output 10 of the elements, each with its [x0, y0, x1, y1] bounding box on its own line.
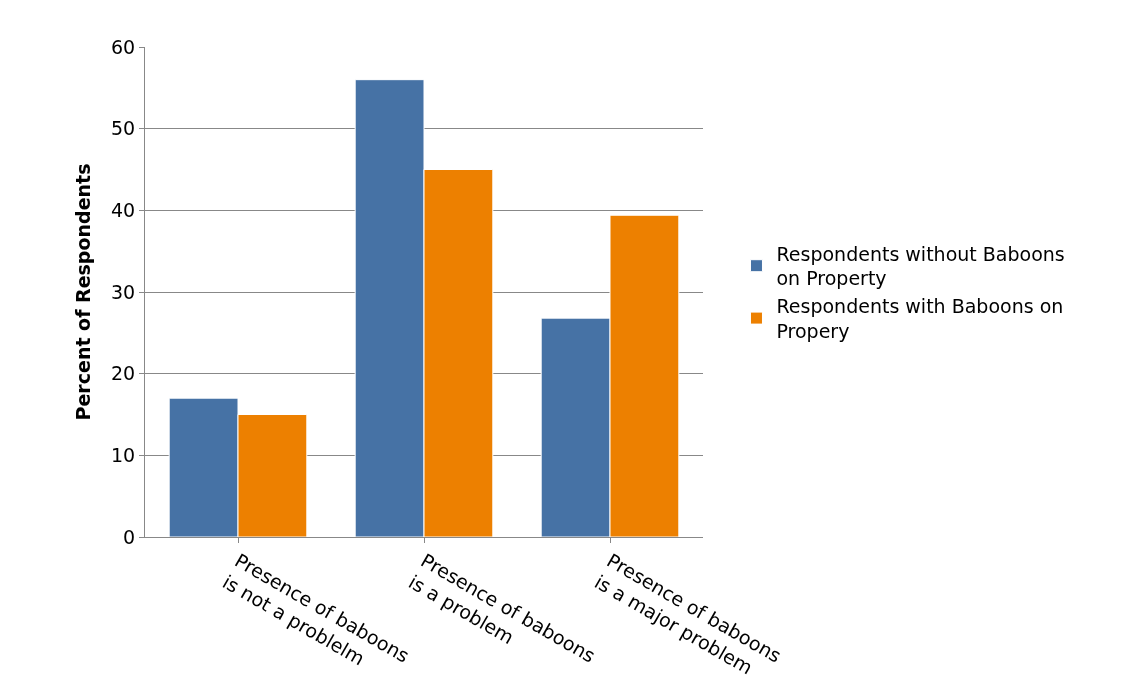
- y-tick-label: 60: [111, 35, 136, 58]
- y-tick-label: 30: [111, 280, 136, 303]
- y-tick-label: 50: [111, 117, 136, 140]
- y-tick-label: 0: [123, 525, 136, 548]
- legend-label: Respondents with Baboons on Propery: [776, 295, 1064, 342]
- y-tick-label: 20: [111, 362, 136, 385]
- legend-label: Respondents without Baboons on Property: [776, 242, 1065, 290]
- y-tick-label: 40: [111, 198, 136, 221]
- y-tick-label: 10: [111, 443, 136, 466]
- y-axis-title: Percent of Respondents: [71, 163, 94, 421]
